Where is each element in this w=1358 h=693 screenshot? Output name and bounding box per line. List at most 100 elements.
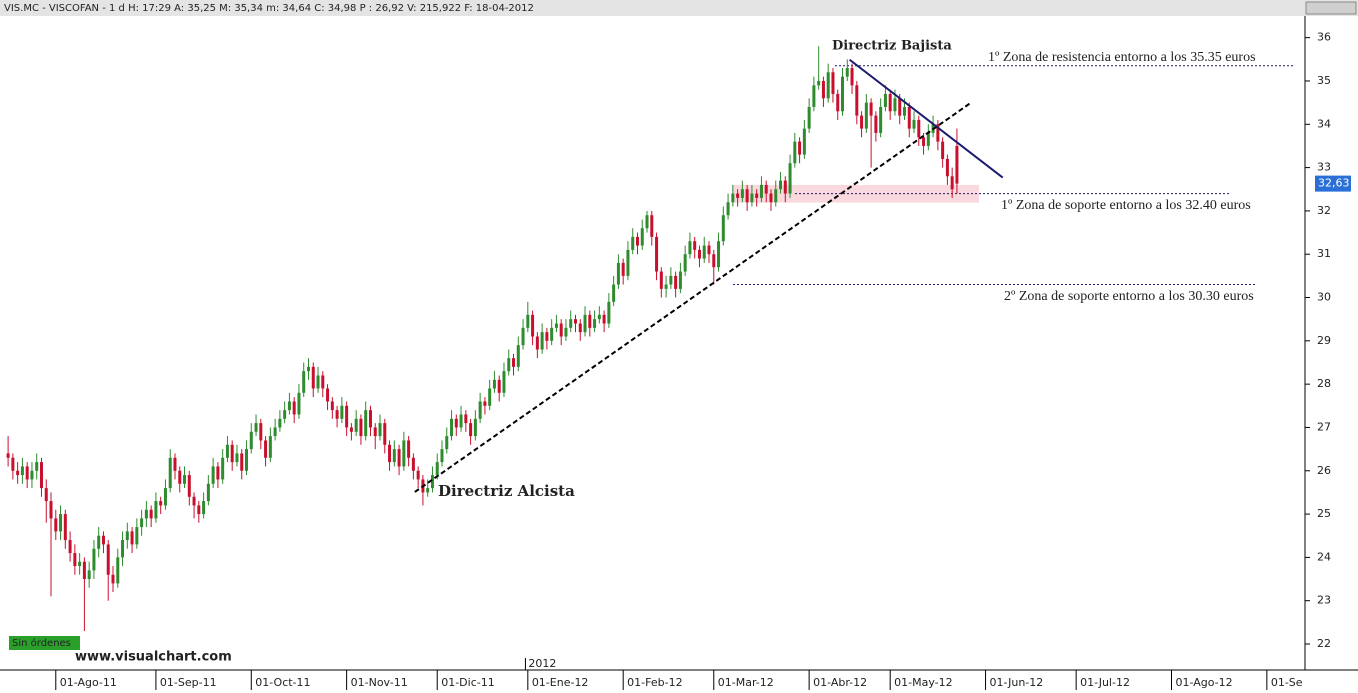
candle-body bbox=[144, 509, 148, 519]
candle-body bbox=[383, 423, 387, 445]
candle-body bbox=[821, 80, 825, 99]
candle-body bbox=[378, 423, 382, 437]
candle-body bbox=[616, 262, 620, 285]
candle-body bbox=[192, 496, 196, 506]
annotation: 1º Zona de resistencia entorno a los 35.… bbox=[988, 50, 1256, 65]
last-price-box bbox=[1315, 175, 1351, 192]
candle-body bbox=[888, 93, 892, 112]
candle-body bbox=[230, 444, 234, 463]
x-tick-label: 01-Ago-11 bbox=[60, 676, 117, 689]
candle-body bbox=[936, 124, 940, 142]
candle-body bbox=[426, 488, 430, 493]
candle-body bbox=[82, 561, 86, 580]
candle-body bbox=[526, 314, 530, 328]
candle-body bbox=[759, 184, 763, 198]
orders-badge[interactable] bbox=[9, 636, 80, 650]
candle-body bbox=[316, 375, 320, 389]
window-buttons[interactable] bbox=[1305, 1, 1357, 15]
candle-body bbox=[864, 102, 868, 129]
candle-body bbox=[488, 388, 492, 406]
candle-body bbox=[750, 193, 754, 203]
candle-body bbox=[893, 98, 897, 112]
candle-body bbox=[550, 327, 554, 341]
candle-body bbox=[621, 262, 625, 276]
candle-body bbox=[264, 440, 268, 458]
candle-body bbox=[497, 379, 501, 393]
candle-body bbox=[779, 180, 783, 190]
candle-body bbox=[512, 358, 516, 367]
candle-body bbox=[831, 72, 835, 94]
candle-body bbox=[874, 115, 878, 133]
candle-body bbox=[593, 319, 597, 328]
candle-body bbox=[397, 449, 401, 467]
candle-body bbox=[416, 470, 420, 480]
candle-body bbox=[402, 440, 406, 467]
candle-body bbox=[745, 189, 749, 203]
candle-body bbox=[216, 466, 220, 480]
y-tick-label: 28 bbox=[1317, 377, 1331, 390]
candle-body bbox=[635, 236, 639, 246]
candle-body bbox=[392, 449, 396, 463]
candle-body bbox=[202, 501, 206, 515]
candle-body bbox=[950, 176, 954, 190]
candle-body bbox=[702, 245, 706, 259]
x-tick-label: 01-Se bbox=[1271, 676, 1303, 689]
candle-body bbox=[173, 457, 177, 471]
candle-body bbox=[841, 76, 845, 112]
candle-body bbox=[674, 275, 678, 289]
candle-body bbox=[631, 236, 635, 250]
candle-body bbox=[793, 141, 797, 164]
candle-body bbox=[25, 466, 29, 480]
candle-body bbox=[354, 418, 358, 432]
candle-body bbox=[73, 553, 77, 567]
candle-body bbox=[450, 418, 454, 437]
candle-body bbox=[883, 93, 887, 107]
candle-body bbox=[430, 475, 434, 489]
candle-body bbox=[292, 401, 296, 415]
candle-body bbox=[812, 85, 816, 107]
candle-body bbox=[902, 106, 906, 116]
candle-body bbox=[597, 314, 601, 320]
x-tick-label: 01-Mar-12 bbox=[718, 676, 774, 689]
x-tick-label: 01-Nov-11 bbox=[351, 676, 408, 689]
candle-body bbox=[578, 323, 582, 333]
candle-body bbox=[955, 145, 959, 184]
candle-body bbox=[731, 193, 735, 203]
candle-body bbox=[163, 488, 167, 506]
candle-body bbox=[802, 128, 806, 155]
candle-body bbox=[860, 115, 864, 129]
y-tick-label: 36 bbox=[1317, 31, 1331, 44]
candle-body bbox=[521, 327, 525, 346]
x-tick-label: 01-Ene-12 bbox=[532, 676, 589, 689]
candle-body bbox=[101, 535, 105, 545]
candle-body bbox=[87, 570, 91, 580]
watermark: www.visualchart.com bbox=[75, 650, 232, 665]
candle-body bbox=[454, 418, 458, 428]
candle-body bbox=[116, 557, 120, 584]
candle-body bbox=[407, 440, 411, 458]
candle-body bbox=[764, 184, 768, 194]
candle-body bbox=[221, 457, 225, 480]
candle-body bbox=[941, 141, 945, 159]
orders-text: Sin órdenes bbox=[12, 637, 71, 649]
candle-body bbox=[788, 163, 792, 194]
candle-body bbox=[368, 410, 372, 428]
last-price-label: 32,63 bbox=[1318, 177, 1350, 190]
candle-body bbox=[926, 132, 930, 146]
candle-body bbox=[287, 401, 291, 411]
candle-body bbox=[655, 236, 659, 272]
candle-body bbox=[187, 475, 191, 497]
x-tick-label: 01-Ago-12 bbox=[1175, 676, 1232, 689]
candle-body bbox=[373, 427, 377, 437]
y-tick-label: 23 bbox=[1317, 594, 1331, 607]
candle-body bbox=[335, 410, 339, 419]
candle-body bbox=[135, 527, 139, 545]
candle-body bbox=[44, 488, 48, 502]
candle-body bbox=[39, 462, 43, 489]
candle-body bbox=[712, 254, 716, 268]
candle-body bbox=[445, 436, 449, 450]
candle-body bbox=[907, 106, 911, 129]
candle-body bbox=[168, 457, 172, 489]
candle-body bbox=[340, 405, 344, 419]
